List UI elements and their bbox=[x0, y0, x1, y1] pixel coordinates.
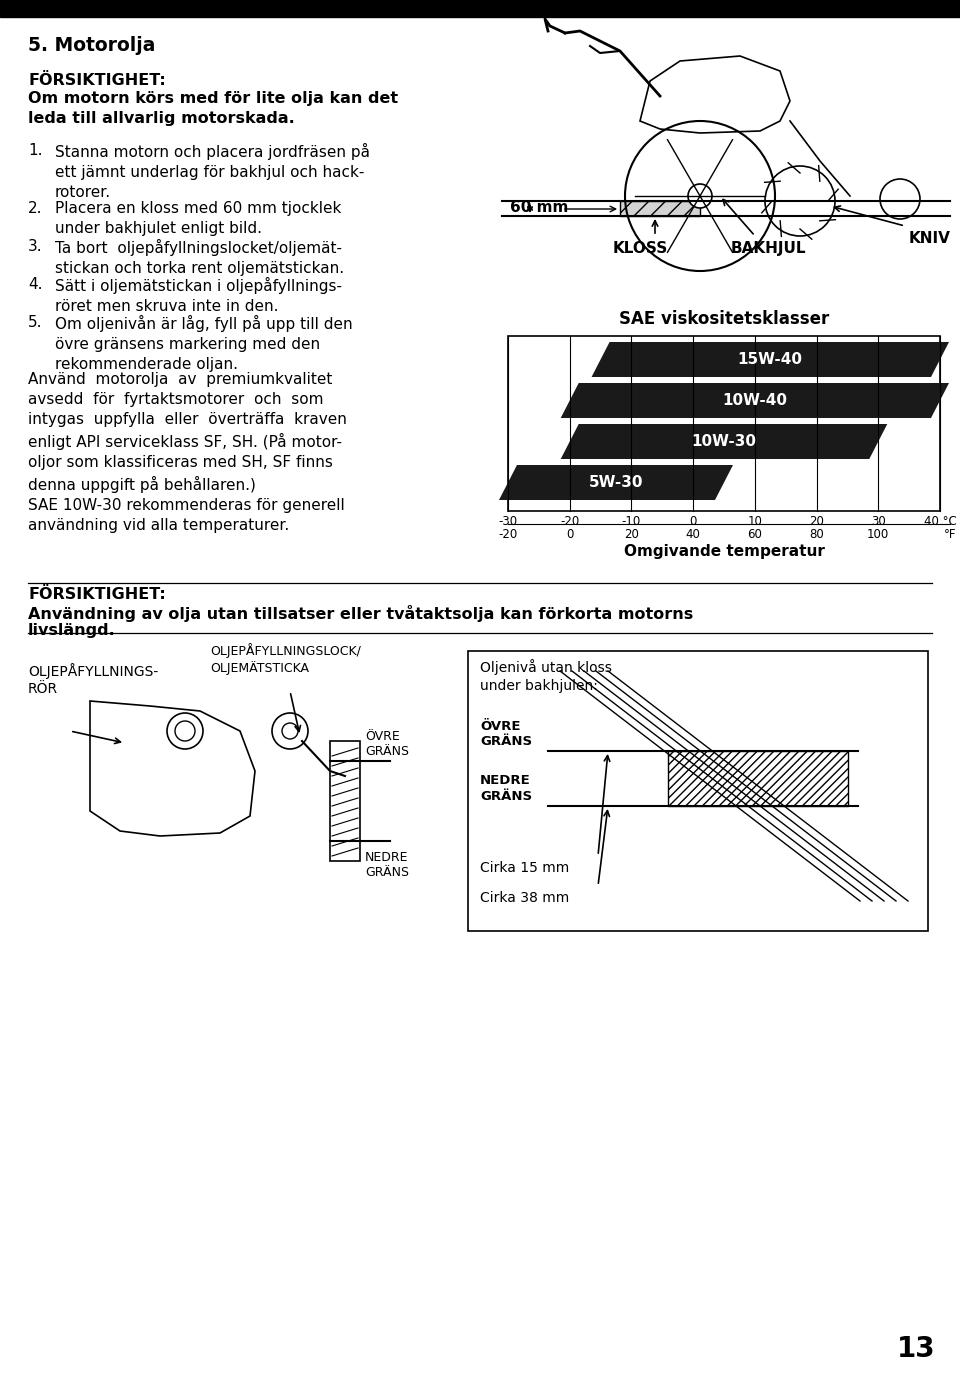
Text: BAKHJUL: BAKHJUL bbox=[731, 241, 805, 256]
Text: 1.: 1. bbox=[28, 143, 42, 159]
Text: -10: -10 bbox=[622, 515, 641, 529]
Text: 4.: 4. bbox=[28, 277, 42, 292]
Text: 20: 20 bbox=[624, 529, 638, 541]
Text: FÖRSIKTIGHET:: FÖRSIKTIGHET: bbox=[28, 72, 166, 88]
Text: Stanna motorn och placera jordfräsen på
ett jämnt underlag för bakhjul och hack-: Stanna motorn och placera jordfräsen på … bbox=[55, 143, 370, 200]
Text: -20: -20 bbox=[560, 515, 579, 529]
Text: 60: 60 bbox=[748, 529, 762, 541]
Text: NEDRE
GRÄNS: NEDRE GRÄNS bbox=[480, 775, 532, 803]
Polygon shape bbox=[499, 465, 733, 499]
Text: 40 °C: 40 °C bbox=[924, 515, 956, 529]
Text: Användning av olja utan tillsatser eller tvåtaktsolja kan förkorta motorns: Användning av olja utan tillsatser eller… bbox=[28, 605, 693, 622]
Text: -30: -30 bbox=[498, 515, 517, 529]
Bar bbox=[0, 0, 960, 17]
Text: 100: 100 bbox=[867, 529, 889, 541]
Text: 5.: 5. bbox=[28, 314, 42, 330]
Text: OLJEPÅFYLLNINGSLOCK/
OLJEMÄTSTICKA: OLJEPÅFYLLNINGSLOCK/ OLJEMÄTSTICKA bbox=[210, 643, 361, 675]
Polygon shape bbox=[591, 342, 949, 377]
Bar bbox=[620, 202, 700, 216]
Bar bbox=[330, 741, 360, 861]
Text: Ta bort  oljepåfyllningslocket/oljemät-
stickan och torka rent oljemätstickan.: Ta bort oljepåfyllningslocket/oljemät- s… bbox=[55, 239, 344, 275]
Text: 5. Motorolja: 5. Motorolja bbox=[28, 36, 156, 56]
Text: Cirka 15 mm: Cirka 15 mm bbox=[480, 861, 569, 875]
Text: 2.: 2. bbox=[28, 202, 42, 216]
Bar bbox=[468, 651, 928, 931]
Text: KLOSS: KLOSS bbox=[612, 241, 667, 256]
Text: ÖVRE
GRÄNS: ÖVRE GRÄNS bbox=[365, 730, 409, 758]
Text: Använd  motorolja  av  premiumkvalitet
avsedd  för  fyrtaktsmotorer  och  som
in: Använd motorolja av premiumkvalitet avse… bbox=[28, 371, 347, 533]
Text: OLJEPÅFYLLNINGS-
RÖR: OLJEPÅFYLLNINGS- RÖR bbox=[28, 664, 158, 697]
Text: 3.: 3. bbox=[28, 239, 42, 255]
Text: 13: 13 bbox=[897, 1335, 935, 1363]
Text: Sätt i oljemätstickan i oljepåfyllnings-
röret men skruva inte in den.: Sätt i oljemätstickan i oljepåfyllnings-… bbox=[55, 277, 342, 314]
Circle shape bbox=[688, 184, 712, 209]
Text: FÖRSIKTIGHET:: FÖRSIKTIGHET: bbox=[28, 587, 166, 602]
Text: 60 mm: 60 mm bbox=[510, 200, 568, 216]
Text: Oljenivå utan kloss
under bakhjulen:: Oljenivå utan kloss under bakhjulen: bbox=[480, 659, 612, 693]
Text: livslängd.: livslängd. bbox=[28, 623, 116, 638]
Text: Placera en kloss med 60 mm tjocklek
under bakhjulet enligt bild.: Placera en kloss med 60 mm tjocklek unde… bbox=[55, 202, 342, 236]
Text: 5W-30: 5W-30 bbox=[588, 474, 643, 490]
Text: NEDRE
GRÄNS: NEDRE GRÄNS bbox=[365, 851, 409, 879]
Text: ÖVRE
GRÄNS: ÖVRE GRÄNS bbox=[480, 719, 532, 748]
Text: 40: 40 bbox=[685, 529, 701, 541]
Polygon shape bbox=[561, 424, 887, 459]
Text: Om motorn körs med för lite olja kan det
leda till allvarlig motorskada.: Om motorn körs med för lite olja kan det… bbox=[28, 90, 398, 127]
Text: 0: 0 bbox=[566, 529, 573, 541]
Polygon shape bbox=[561, 383, 949, 419]
Polygon shape bbox=[668, 751, 848, 805]
Text: Cirka 38 mm: Cirka 38 mm bbox=[480, 892, 569, 906]
Text: KNIV: KNIV bbox=[909, 231, 951, 246]
Text: 10W-40: 10W-40 bbox=[722, 394, 787, 408]
Text: 10: 10 bbox=[748, 515, 762, 529]
Text: 15W-40: 15W-40 bbox=[738, 352, 803, 367]
Text: °F: °F bbox=[944, 529, 956, 541]
Text: 30: 30 bbox=[871, 515, 886, 529]
Text: 20: 20 bbox=[809, 515, 824, 529]
Text: Om oljenivån är låg, fyll på upp till den
övre gränsens markering med den
rekomm: Om oljenivån är låg, fyll på upp till de… bbox=[55, 314, 352, 373]
Text: SAE viskositetsklasser: SAE viskositetsklasser bbox=[619, 310, 829, 328]
Text: 10W-30: 10W-30 bbox=[691, 434, 756, 449]
Text: -20: -20 bbox=[498, 529, 517, 541]
Text: 80: 80 bbox=[809, 529, 824, 541]
Bar bbox=[508, 337, 940, 510]
Text: 0: 0 bbox=[689, 515, 697, 529]
Text: Omgivande temperatur: Omgivande temperatur bbox=[624, 544, 825, 559]
